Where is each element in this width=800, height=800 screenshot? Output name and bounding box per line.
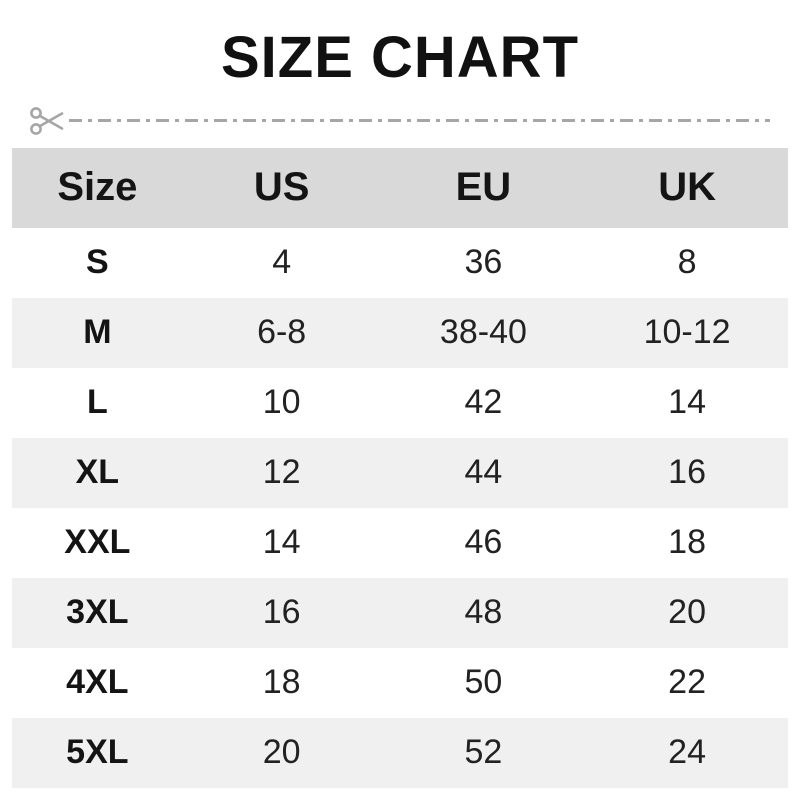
page-title: SIZE CHART bbox=[221, 25, 579, 90]
us-value: 6-8 bbox=[257, 313, 307, 352]
column-header-size: Size bbox=[57, 165, 138, 210]
table-row-xl: XL 12 44 16 bbox=[12, 437, 788, 508]
size-label: S bbox=[86, 243, 109, 282]
eu-value: 42 bbox=[464, 383, 503, 422]
table-row-3xl: 3XL 16 48 20 bbox=[12, 577, 788, 648]
table-row-m: M 6-8 38-40 10-12 bbox=[12, 297, 788, 368]
size-table: Size US EU UK S 4 36 8 M 6-8 38-40 10-12… bbox=[12, 147, 788, 788]
uk-value: 24 bbox=[668, 733, 706, 772]
eu-value: 36 bbox=[464, 243, 503, 282]
size-label: XL bbox=[75, 453, 120, 492]
us-value: 20 bbox=[262, 733, 301, 772]
uk-value: 22 bbox=[668, 663, 706, 702]
uk-value: 20 bbox=[668, 593, 706, 632]
us-value: 10 bbox=[262, 383, 301, 422]
size-label: 4XL bbox=[66, 663, 129, 702]
us-value: 14 bbox=[262, 523, 301, 562]
dashed-cut-rule bbox=[69, 119, 770, 123]
us-value: 16 bbox=[262, 593, 301, 632]
us-value: 12 bbox=[262, 453, 301, 492]
size-label: 3XL bbox=[66, 593, 129, 632]
table-row-s: S 4 36 8 bbox=[12, 227, 788, 298]
eu-value: 48 bbox=[464, 593, 503, 632]
uk-value: 8 bbox=[677, 243, 697, 282]
eu-value: 46 bbox=[464, 523, 503, 562]
us-value: 4 bbox=[272, 243, 292, 282]
size-label: M bbox=[83, 313, 112, 352]
eu-value: 50 bbox=[464, 663, 503, 702]
column-header-eu: EU bbox=[455, 165, 512, 210]
uk-value: 10-12 bbox=[643, 313, 731, 352]
table-row-5xl: 5XL 20 52 24 bbox=[12, 717, 788, 788]
eu-value: 38-40 bbox=[439, 313, 527, 352]
uk-value: 18 bbox=[668, 523, 706, 562]
us-value: 18 bbox=[262, 663, 301, 702]
size-label: 5XL bbox=[66, 733, 129, 772]
table-row-xxl: XXL 14 46 18 bbox=[12, 507, 788, 578]
column-header-us: US bbox=[253, 165, 310, 210]
scissors-icon bbox=[30, 106, 64, 135]
uk-value: 16 bbox=[668, 453, 706, 492]
size-label: XXL bbox=[64, 523, 131, 562]
size-label: L bbox=[86, 383, 108, 422]
eu-value: 52 bbox=[464, 733, 503, 772]
table-row-4xl: 4XL 18 50 22 bbox=[12, 647, 788, 718]
uk-value: 14 bbox=[668, 383, 706, 422]
table-row-l: L 10 42 14 bbox=[12, 367, 788, 438]
eu-value: 44 bbox=[464, 453, 503, 492]
table-header-row: Size US EU UK bbox=[12, 147, 788, 228]
column-header-uk: UK bbox=[658, 165, 716, 210]
cut-line bbox=[28, 102, 770, 140]
